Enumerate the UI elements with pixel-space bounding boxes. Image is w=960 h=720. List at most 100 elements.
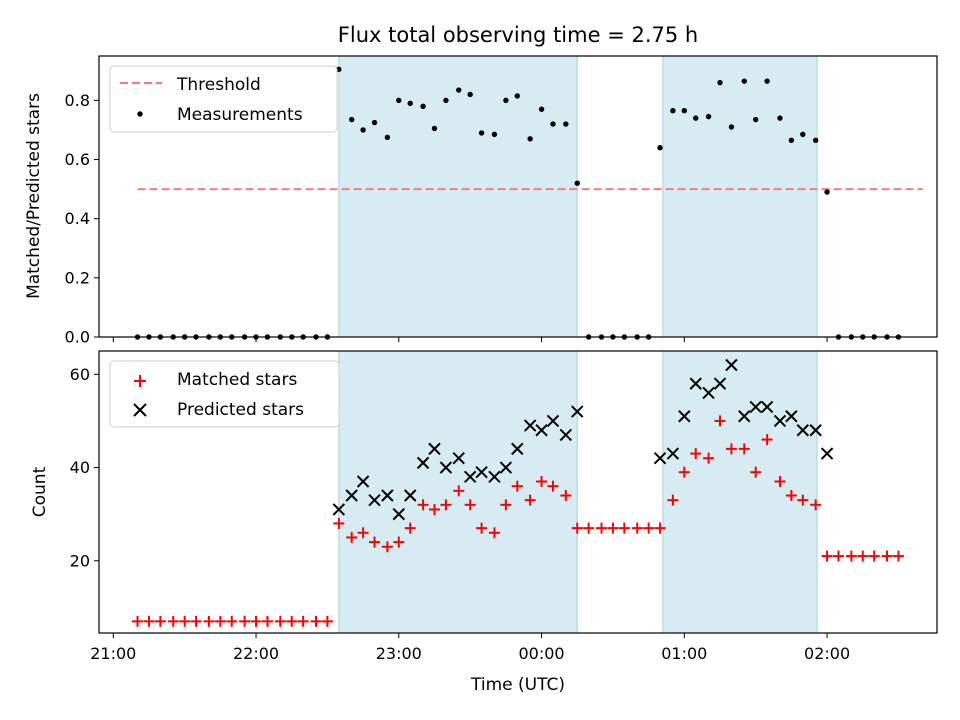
marker-stroke bbox=[392, 507, 406, 521]
matched-star-point bbox=[832, 550, 844, 562]
matched-star-point bbox=[678, 466, 690, 478]
marker-stroke bbox=[488, 470, 501, 484]
legend-box bbox=[109, 65, 338, 133]
legend-predicted-label: Predicted stars bbox=[177, 400, 304, 420]
measurement-point bbox=[550, 121, 556, 127]
measurement-point bbox=[728, 124, 735, 130]
y-axis-label: Matched/Predicted stars bbox=[24, 93, 44, 299]
marker-stroke bbox=[546, 414, 560, 428]
measurement-point bbox=[752, 116, 759, 123]
matched-star-point bbox=[821, 550, 833, 562]
marker-stroke bbox=[796, 424, 810, 437]
observing-windows bbox=[338, 56, 818, 337]
legend: Matched stars Predicted stars bbox=[109, 360, 340, 428]
measurement-point bbox=[467, 91, 473, 98]
matched-star-point bbox=[524, 494, 536, 506]
matched-star-point bbox=[618, 522, 630, 534]
marker-stroke bbox=[535, 424, 548, 437]
x-tick-label: 21:00 bbox=[90, 644, 136, 663]
y-tick-label: 20 bbox=[70, 551, 90, 570]
x-tick-label: 23:00 bbox=[376, 644, 422, 663]
matched-star-point bbox=[571, 522, 583, 534]
measurement-point bbox=[407, 100, 413, 107]
predicted-star-point bbox=[678, 410, 691, 423]
predicted-star-point bbox=[511, 442, 524, 456]
predicted-star-point bbox=[546, 414, 560, 428]
predicted-star-point bbox=[559, 428, 573, 442]
legend-threshold-label: Threshold bbox=[176, 75, 261, 95]
predicted-star-point bbox=[760, 400, 774, 414]
marker-stroke bbox=[785, 410, 798, 423]
predicted-star-point bbox=[653, 451, 667, 465]
matched-star-point bbox=[583, 522, 595, 534]
marker-stroke bbox=[368, 493, 381, 507]
predicted-star-point bbox=[725, 358, 738, 372]
marker-stroke bbox=[381, 489, 394, 502]
count-panel: 20 40 60 21:00 22:00 23:00 00:00 01:00 02:00 Co… bbox=[30, 350, 938, 695]
y-axis-label: Count bbox=[30, 466, 50, 517]
matched-stars-points bbox=[132, 415, 904, 627]
legend-box bbox=[109, 360, 340, 428]
legend-matched-label: Matched stars bbox=[177, 370, 297, 390]
predicted-star-point bbox=[738, 410, 751, 423]
matched-star-point bbox=[261, 615, 273, 627]
marker-stroke bbox=[523, 419, 537, 432]
predicted-star-point bbox=[345, 489, 358, 502]
matched-star-point bbox=[179, 615, 191, 627]
matched-star-point bbox=[511, 480, 523, 492]
measurement-point bbox=[788, 137, 795, 143]
measurement-point bbox=[705, 113, 712, 120]
measurement-point bbox=[563, 121, 569, 127]
predicted-star-point bbox=[356, 475, 370, 488]
marker-stroke bbox=[653, 451, 667, 465]
observing-window-span bbox=[662, 351, 818, 633]
legend-predicted-swatch bbox=[133, 403, 147, 417]
predicted-star-point bbox=[404, 489, 417, 502]
matched-star-point bbox=[286, 615, 298, 627]
matched-star-point bbox=[440, 499, 452, 511]
matched-star-point bbox=[667, 494, 679, 506]
measurement-point bbox=[396, 97, 402, 104]
predicted-star-point bbox=[785, 410, 798, 423]
legend-measurements-swatch bbox=[137, 111, 143, 117]
y-axis-ticks: 0.0 0.2 0.4 0.6 0.8 bbox=[65, 91, 99, 347]
y-tick-label: 0.2 bbox=[65, 268, 90, 287]
marker-stroke bbox=[760, 400, 774, 414]
y-tick-label: 0.6 bbox=[65, 150, 90, 169]
observing-window-span bbox=[662, 56, 818, 337]
predicted-star-point bbox=[499, 461, 513, 474]
measurement-point bbox=[764, 78, 770, 84]
marker-stroke bbox=[725, 358, 738, 372]
y-tick-label: 0.4 bbox=[65, 209, 90, 228]
count-panel-frame bbox=[98, 350, 938, 634]
predicted-star-point bbox=[713, 377, 727, 390]
predicted-star-point bbox=[381, 489, 394, 502]
marker-stroke bbox=[678, 410, 691, 423]
measurement-point bbox=[456, 87, 462, 93]
y-tick-label: 0.8 bbox=[65, 91, 90, 110]
matched-star-point bbox=[810, 499, 822, 511]
matched-star-point bbox=[369, 536, 381, 548]
marker-stroke bbox=[749, 400, 762, 414]
marker-stroke bbox=[713, 377, 727, 390]
measurement-point bbox=[384, 134, 391, 141]
measurement-point bbox=[538, 106, 545, 112]
predicted-star-point bbox=[749, 400, 762, 414]
matched-star-point bbox=[774, 476, 786, 488]
marker-stroke bbox=[439, 461, 453, 474]
legend-matched-swatch bbox=[134, 375, 146, 387]
matched-star-point bbox=[785, 489, 797, 501]
measurement-point bbox=[800, 131, 806, 138]
matched-star-point bbox=[346, 531, 358, 543]
measurement-point bbox=[491, 131, 498, 138]
predicted-star-point bbox=[332, 503, 346, 516]
matched-star-point bbox=[607, 522, 619, 534]
predicted-star-point bbox=[368, 493, 381, 507]
matched-star-point bbox=[881, 550, 893, 562]
matched-star-point bbox=[417, 499, 429, 511]
matched-star-point bbox=[357, 527, 369, 539]
measurement-point bbox=[693, 115, 699, 121]
matched-star-point bbox=[214, 615, 226, 627]
marker-stroke bbox=[332, 503, 346, 516]
predicted-star-point bbox=[488, 470, 501, 484]
